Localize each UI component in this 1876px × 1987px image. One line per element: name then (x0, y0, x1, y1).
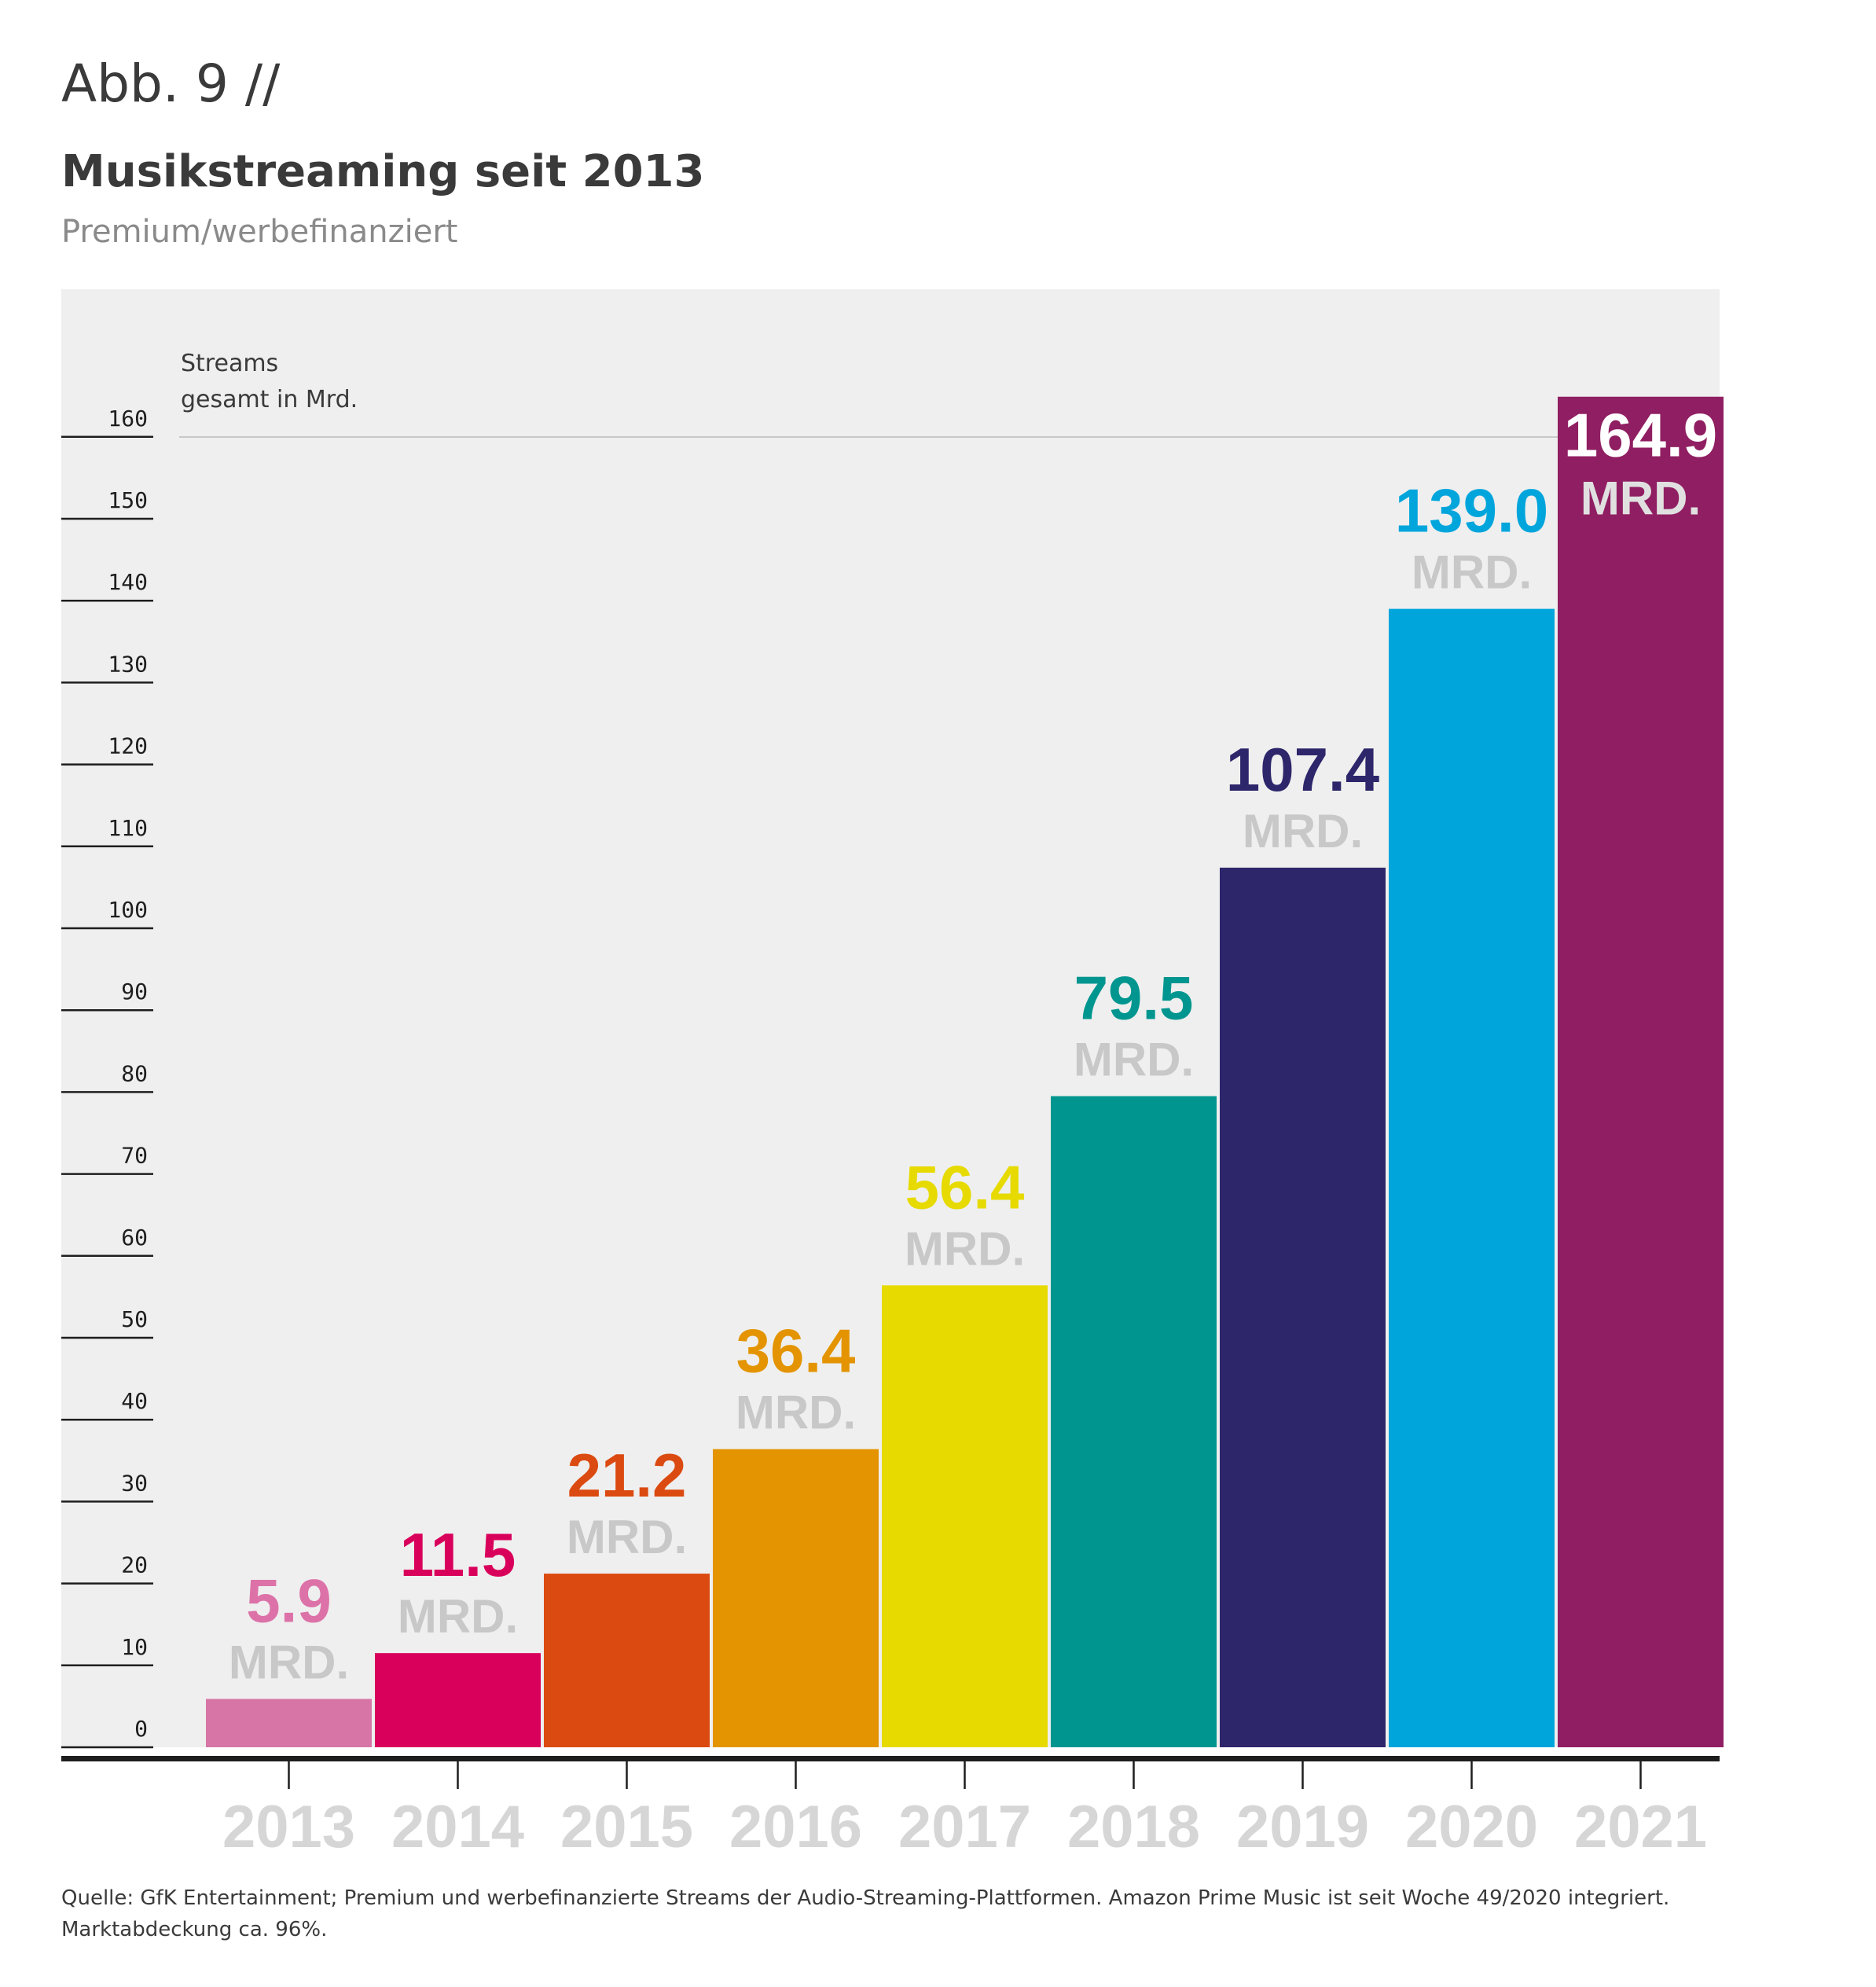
source-line-1: Quelle: GfK Entertainment; Premium und w… (61, 1886, 1670, 1910)
x-tick-label: 2021 (1574, 1794, 1707, 1860)
bar-chart: Streams gesamt in Mrd. 0 10 20 30 40 50 60 70 80… (61, 289, 1724, 1860)
x-tick-label: 2013 (222, 1794, 355, 1860)
y-tick-label: 110 (108, 815, 148, 841)
value-label: 36.4 (736, 1317, 856, 1386)
x-axis: 2013 2014 2015 2016 2017 2018 2019 2020 2021 (222, 1761, 1707, 1860)
unit-label: MRD. (1580, 472, 1701, 525)
value-label: 79.5 (1074, 964, 1194, 1033)
y-axis-label-line1: Streams (181, 350, 278, 377)
bar-2014 (375, 1653, 541, 1747)
bar-2016 (713, 1449, 879, 1747)
value-label: 107.4 (1226, 735, 1379, 804)
value-label: 139.0 (1395, 476, 1548, 545)
unit-label: MRD. (736, 1386, 856, 1439)
unit-label: MRD. (229, 1636, 349, 1689)
unit-label: MRD. (1412, 546, 1532, 599)
unit-label: MRD. (1243, 805, 1363, 858)
y-tick-label: 0 (134, 1716, 148, 1742)
bar-2018 (1051, 1096, 1217, 1747)
y-tick-label: 100 (108, 897, 148, 923)
x-axis-baseline (61, 1756, 1720, 1761)
value-label: 11.5 (400, 1520, 516, 1589)
y-tick-label: 140 (108, 569, 148, 595)
x-tick-label: 2016 (729, 1794, 862, 1860)
bar-2020 (1389, 608, 1555, 1747)
bar-2021 (1558, 396, 1724, 1748)
y-tick-label: 50 (121, 1306, 148, 1332)
bars: 5.9MRD.11.5MRD.21.2MRD.36.4MRD.56.4MRD.7… (206, 396, 1724, 1748)
bar-2019 (1220, 867, 1386, 1747)
unit-label: MRD. (567, 1511, 687, 1563)
y-axis: 0 10 20 30 40 50 60 70 80 90 100 110 120 130 140 150 160 (61, 406, 153, 1749)
y-tick-label: 150 (108, 487, 148, 513)
bar-2017 (882, 1285, 1048, 1747)
x-tick-label: 2018 (1067, 1794, 1200, 1860)
y-tick-label: 40 (121, 1388, 148, 1414)
y-tick-label: 20 (121, 1552, 148, 1578)
unit-label: MRD. (905, 1222, 1025, 1275)
y-tick-label: 120 (108, 733, 148, 759)
x-tick-label: 2015 (560, 1794, 693, 1860)
y-tick-label: 70 (121, 1143, 148, 1169)
chart-subtitle: Premium/werbefinanziert (61, 214, 458, 250)
bar-2015 (544, 1574, 710, 1747)
y-tick-label: 60 (121, 1225, 148, 1251)
unit-label: MRD. (1074, 1034, 1194, 1086)
bar-2013 (206, 1699, 372, 1747)
y-tick-label: 10 (121, 1634, 148, 1660)
x-tick-label: 2017 (898, 1794, 1031, 1860)
y-tick-label: 160 (108, 406, 148, 432)
value-label: 21.2 (567, 1441, 687, 1510)
chart-title: Musikstreaming seit 2013 (61, 146, 705, 197)
y-tick-label: 130 (108, 651, 148, 677)
y-tick-label: 30 (121, 1470, 148, 1496)
x-tick-label: 2019 (1236, 1794, 1369, 1860)
y-tick-label: 90 (121, 979, 148, 1005)
x-tick-label: 2014 (391, 1794, 524, 1860)
source-line-2: Marktabdeckung ca. 96%. (61, 1918, 328, 1941)
y-tick-label: 80 (121, 1060, 148, 1086)
x-tick-label: 2020 (1405, 1794, 1538, 1860)
figure-label: Abb. 9 // (61, 53, 281, 114)
source-note: Quelle: GfK Entertainment; Premium und w… (61, 1882, 1743, 1945)
value-label: 56.4 (905, 1152, 1025, 1221)
value-label: 164.9 (1564, 401, 1717, 470)
y-axis-label-line2: gesamt in Mrd. (181, 386, 358, 413)
value-label: 5.9 (246, 1566, 331, 1636)
unit-label: MRD. (398, 1590, 518, 1643)
